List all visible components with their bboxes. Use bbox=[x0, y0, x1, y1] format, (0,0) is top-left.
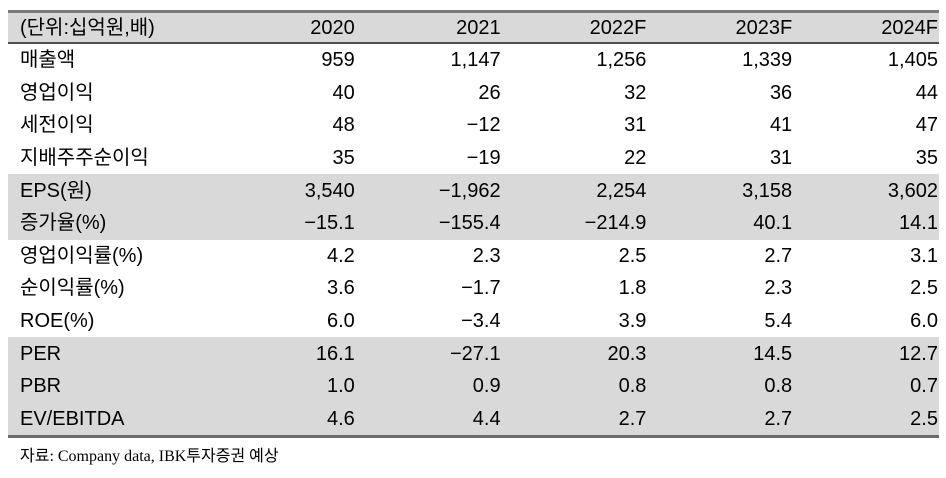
row-value: 14.5 bbox=[753, 342, 793, 365]
row-label: PBR bbox=[20, 375, 62, 398]
row-value: 35 bbox=[915, 147, 938, 170]
row-value: 40.1 bbox=[753, 212, 793, 235]
row-value: 4.6 bbox=[326, 407, 355, 430]
row-value: 2,254 bbox=[596, 179, 647, 202]
table-row: 매출액 959 1,147 1,256 1,339 1,405 bbox=[8, 44, 939, 77]
financial-estimates-table: (단위:십억원,배) 2020 2021 2022F 2023F 2024F 매출액 95… bbox=[8, 10, 939, 439]
table-row: 순이익률(%) 3.6 −1.7 1.8 2.3 2.5 bbox=[8, 272, 939, 305]
row-value: 1,256 bbox=[596, 49, 647, 72]
row-value: 0.9 bbox=[472, 375, 501, 398]
row-value: 1,147 bbox=[450, 49, 501, 72]
column-header-2024f: 2024F bbox=[881, 16, 938, 39]
unit-header-label: (단위:십억원,배) bbox=[20, 16, 155, 39]
table-row: 증가율(%) −15.1 −155.4 −214.9 40.1 14.1 bbox=[8, 206, 939, 240]
row-value: 2.7 bbox=[618, 407, 647, 430]
row-value: 26 bbox=[478, 81, 501, 104]
row-label: ROE(%) bbox=[20, 310, 95, 333]
row-value: 2.7 bbox=[764, 407, 793, 430]
row-value: 6.0 bbox=[910, 310, 938, 333]
table-row: 영업이익 40 26 32 36 44 bbox=[8, 77, 939, 110]
row-value: −15.1 bbox=[304, 212, 355, 235]
row-value: −1.7 bbox=[461, 277, 501, 300]
row-value: 47 bbox=[915, 114, 938, 137]
row-value: 31 bbox=[624, 114, 647, 137]
row-value: 20.3 bbox=[607, 342, 647, 365]
row-value: 40 bbox=[332, 81, 355, 104]
table-row: 세전이익 48 −12 31 41 47 bbox=[8, 109, 939, 142]
row-value: 1,339 bbox=[742, 49, 793, 72]
table-row: EPS(원) 3,540 −1,962 2,254 3,158 3,602 bbox=[8, 174, 939, 207]
row-value: 35 bbox=[332, 147, 355, 170]
column-header-2021: 2021 bbox=[456, 16, 501, 39]
row-value: 3,540 bbox=[304, 179, 355, 202]
table-row: 영업이익률(%) 4.2 2.3 2.5 2.7 3.1 bbox=[8, 240, 939, 273]
table-row: PBR 1.0 0.9 0.8 0.8 0.7 bbox=[8, 369, 939, 403]
row-value: −214.9 bbox=[584, 212, 647, 235]
row-value: −12 bbox=[466, 114, 501, 137]
row-value: 36 bbox=[769, 81, 793, 104]
column-header-2023f: 2023F bbox=[735, 16, 793, 39]
row-value: 22 bbox=[624, 147, 647, 170]
row-value: 4.4 bbox=[472, 407, 501, 430]
row-value: 14.1 bbox=[899, 212, 938, 235]
table-row: PER 16.1 −27.1 20.3 14.5 12.7 bbox=[8, 337, 939, 370]
row-value: 12.7 bbox=[899, 342, 938, 365]
row-value: 6.0 bbox=[326, 310, 355, 333]
row-value: 31 bbox=[769, 147, 793, 170]
table-row: 지배주주순이익 35 −19 22 31 35 bbox=[8, 142, 939, 175]
row-label: 영업이익률(%) bbox=[20, 244, 144, 267]
row-value: −19 bbox=[466, 147, 501, 170]
row-value: 16.1 bbox=[315, 342, 355, 365]
row-value: 5.4 bbox=[764, 310, 793, 333]
row-label: PER bbox=[20, 342, 62, 365]
row-value: 2.5 bbox=[910, 277, 938, 300]
row-value: 3,602 bbox=[887, 179, 938, 202]
row-label: EPS(원) bbox=[20, 179, 92, 202]
row-value: 3.6 bbox=[326, 277, 355, 300]
row-value: 4.2 bbox=[326, 244, 355, 267]
row-value: 44 bbox=[915, 81, 938, 104]
row-value: 3,158 bbox=[742, 179, 793, 202]
row-value: 0.7 bbox=[910, 375, 938, 398]
row-value: 1,405 bbox=[887, 49, 938, 72]
row-label: 순이익률(%) bbox=[20, 277, 125, 300]
row-value: 1.0 bbox=[326, 375, 355, 398]
column-header-2020: 2020 bbox=[310, 16, 355, 39]
row-value: 0.8 bbox=[618, 375, 647, 398]
table-row: ROE(%) 6.0 −3.4 3.9 5.4 6.0 bbox=[8, 305, 939, 338]
row-value: 41 bbox=[769, 114, 793, 137]
source-note: 자료: Company data, IBK투자증권 예상 bbox=[20, 448, 279, 465]
table-header-row: (단위:십억원,배) 2020 2021 2022F 2023F 2024F bbox=[8, 13, 939, 44]
column-header-2022f: 2022F bbox=[589, 16, 647, 39]
row-label: 증가율(%) bbox=[20, 212, 107, 235]
row-value: 959 bbox=[321, 49, 355, 72]
row-value: 2.3 bbox=[764, 277, 793, 300]
row-value: 1.8 bbox=[618, 277, 647, 300]
row-value: 2.5 bbox=[910, 407, 938, 430]
row-label: 세전이익 bbox=[20, 114, 94, 137]
row-value: 2.3 bbox=[472, 244, 501, 267]
row-label: EV/EBITDA bbox=[20, 407, 125, 430]
row-label: 영업이익 bbox=[20, 81, 94, 104]
row-value: −27.1 bbox=[449, 342, 501, 365]
row-value: −1,962 bbox=[438, 179, 501, 202]
row-value: −3.4 bbox=[461, 310, 501, 333]
row-value: 2.7 bbox=[764, 244, 793, 267]
table-body: 매출액 959 1,147 1,256 1,339 1,405 영업이익 40 26 32 36 44… bbox=[8, 44, 939, 436]
table-row: EV/EBITDA 4.6 4.4 2.7 2.7 2.5 bbox=[8, 402, 939, 436]
row-label: 지배주주순이익 bbox=[20, 147, 149, 170]
row-value: 2.5 bbox=[618, 244, 647, 267]
row-value: 48 bbox=[332, 114, 355, 137]
row-value: 3.1 bbox=[910, 244, 938, 267]
row-value: 0.8 bbox=[764, 375, 793, 398]
row-value: 32 bbox=[624, 81, 647, 104]
row-label: 매출액 bbox=[20, 49, 76, 72]
row-value: −155.4 bbox=[438, 212, 501, 235]
row-value: 3.9 bbox=[618, 310, 647, 333]
